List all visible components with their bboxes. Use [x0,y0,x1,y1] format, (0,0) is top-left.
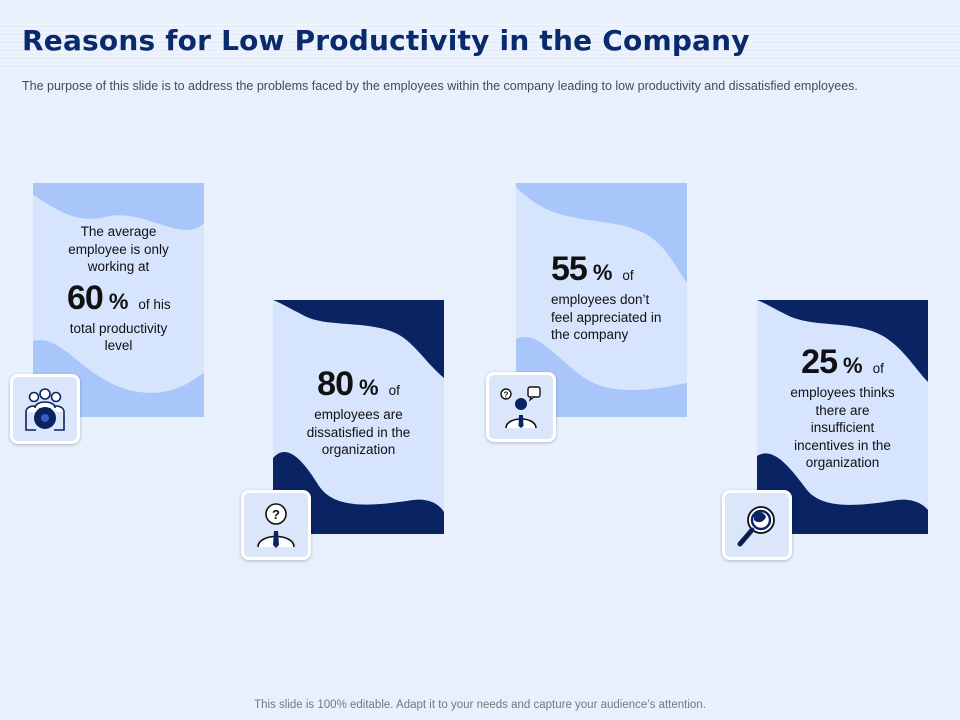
magnifier-icon-box [722,490,792,560]
stat-percent: % [359,375,379,400]
stat-description: employees are dissatisfied in the organi… [306,407,411,457]
slide-title: Reasons for Low Productivity in the Comp… [22,24,750,57]
stat-description: employees thinks there are insufficient … [790,385,895,470]
stat-description: total productivity level [69,320,168,354]
stat-card-60: The average employee is only working at … [33,183,204,417]
stat-after: of [388,383,400,398]
stat-after: of [872,361,884,376]
stat-after: of [622,268,634,283]
card-text: 80 % of employees are dissatisfied in th… [285,362,432,459]
team-icon-box [10,374,80,444]
card-text: 55 % of employees don’t feel appreciated… [551,247,677,344]
svg-text:?: ? [272,507,280,522]
stat-percent: % [592,260,613,285]
question-person-icon: ? [257,503,295,548]
stat-value: 60 [67,278,104,317]
question-person-icon-box: ? [241,490,311,560]
svg-text:?: ? [504,391,509,400]
team-icon [25,388,65,431]
stat-value: 55 [551,250,588,288]
stat-percent: % [843,353,863,378]
slide-subtitle: The purpose of this slide is to address … [22,79,858,93]
title-background-stripes [0,20,960,72]
chat-person-icon: ? [500,386,541,429]
card-text: The average employee is only working at … [45,223,192,355]
chat-person-icon-box: ? [486,372,556,442]
stat-description: employees don’t feel appreciated in the … [551,292,662,342]
stat-card-80: 80 % of employees are dissatisfied in th… [273,300,444,534]
magnifier-icon [737,506,775,547]
stat-after: of his [138,296,171,312]
stat-percent: % [108,288,129,314]
stat-intro: The average employee is only working at [68,224,169,274]
stat-value: 25 [801,343,838,381]
card-text: 25 % of employees thinks there are insuf… [769,340,916,472]
stat-value: 80 [317,365,354,403]
slide-footer: This slide is 100% editable. Adapt it to… [254,699,706,711]
